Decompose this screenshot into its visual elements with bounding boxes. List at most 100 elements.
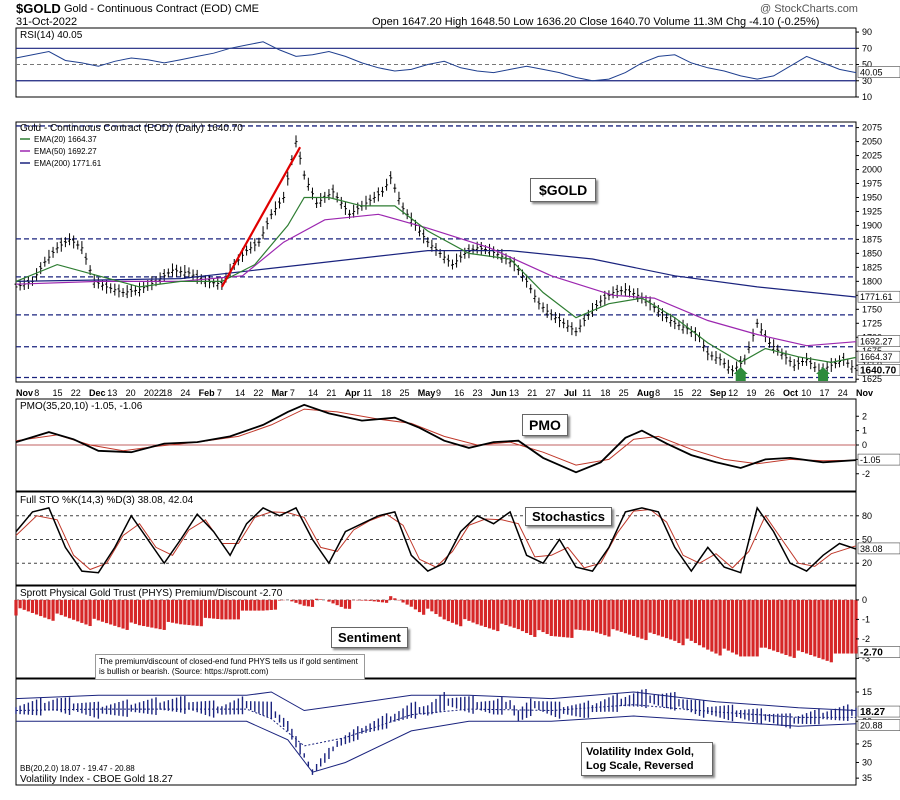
price-last-value-box xyxy=(857,364,900,376)
sentiment-bar xyxy=(520,599,525,632)
sentiment-bar xyxy=(780,599,784,654)
sentiment-bar xyxy=(446,599,450,622)
sentiment-bar xyxy=(319,599,323,600)
sentiment-bar xyxy=(249,599,253,611)
sentiment-bar xyxy=(360,599,364,601)
pmo-signal-line xyxy=(15,408,857,466)
price-panel-frame xyxy=(15,121,857,383)
sentiment-bar xyxy=(821,599,825,660)
price-x-tick: 21 xyxy=(527,388,537,398)
sentiment-bar xyxy=(290,599,294,602)
sentiment-bar xyxy=(422,599,426,615)
sentiment-bar xyxy=(43,599,47,618)
sentiment-bar xyxy=(685,599,689,639)
sentiment-bar xyxy=(121,599,125,629)
sentiment-bar xyxy=(179,599,183,625)
sentiment-bar xyxy=(88,599,92,627)
sentiment-bar xyxy=(566,599,570,638)
sentiment-bar xyxy=(80,599,84,623)
sentiment-bar xyxy=(220,599,224,620)
sentiment-bar xyxy=(829,599,833,663)
price-x-tick: 19 xyxy=(746,388,756,398)
ema200-line xyxy=(15,250,857,298)
sentiment-bar xyxy=(772,599,776,651)
sentiment-bar xyxy=(195,599,199,626)
sentiment-bar xyxy=(442,599,446,620)
sentiment-bar xyxy=(203,599,208,618)
sentiment-bar xyxy=(310,599,315,607)
sentiment-bar xyxy=(459,599,463,627)
sentiment-bar xyxy=(368,599,372,601)
sto-y-tick: 50 xyxy=(862,535,872,545)
sentiment-bar xyxy=(236,599,240,620)
sentiment-bar xyxy=(96,599,100,621)
price-x-tick: Apr xyxy=(345,388,361,398)
sentiment-y-tick: 0 xyxy=(862,595,867,605)
sentiment-y-tick: -3 xyxy=(862,653,870,663)
price-y-tick: 2025 xyxy=(862,151,882,161)
price-x-tick: 13 xyxy=(107,388,117,398)
sentiment-bar xyxy=(72,599,76,620)
sto-last-value: 38.08 xyxy=(860,544,883,554)
sentiment-bar xyxy=(166,599,170,622)
sentiment-bar xyxy=(809,599,813,655)
sentiment-bar xyxy=(804,599,809,654)
sentiment-bar xyxy=(146,599,150,627)
sentiment-bar xyxy=(191,599,195,626)
sentiment-bar xyxy=(664,599,669,639)
sentiment-bar xyxy=(277,599,282,601)
rsi-y-tick: 30 xyxy=(862,76,872,86)
sto-last-value-box xyxy=(857,542,900,555)
sentiment-bar xyxy=(389,596,393,600)
rsi-y-tick: 10 xyxy=(862,92,872,102)
rsi-last-value-box xyxy=(857,66,900,78)
sentiment-bar xyxy=(335,599,339,606)
sentiment-bar xyxy=(417,599,422,613)
price-legend-entry: EMA(20) 1664.37 xyxy=(34,135,97,144)
sentiment-bar xyxy=(549,599,553,636)
sentiment-bar xyxy=(669,599,673,640)
sentiment-bar xyxy=(475,599,479,625)
sentiment-bar xyxy=(590,599,595,632)
price-last-value-box xyxy=(857,350,900,363)
sentiment-bar xyxy=(364,599,368,601)
gold-annotation: $GOLD xyxy=(530,178,597,202)
pmo-y-tick: 0 xyxy=(862,440,867,450)
sentiment-bar xyxy=(174,599,179,624)
price-last-value-box xyxy=(857,290,900,303)
sentiment-bar xyxy=(384,599,389,603)
sentiment-bar xyxy=(244,599,249,611)
sentiment-bar xyxy=(837,599,842,654)
sentiment-bar xyxy=(84,599,88,625)
rsi-last-value: 40.05 xyxy=(860,68,883,78)
sentiment-bar xyxy=(562,599,566,638)
sentiment-bar xyxy=(776,599,780,653)
sentiment-bar xyxy=(117,599,121,628)
pmo-y-tick: -2 xyxy=(862,469,870,479)
sentiment-bar xyxy=(541,599,545,633)
sentiment-bar xyxy=(739,599,743,657)
vix-last-value: 18.27 xyxy=(860,707,885,718)
sentiment-bar xyxy=(842,599,846,654)
sentiment-bar xyxy=(125,599,129,630)
sentiment-bar xyxy=(51,599,55,621)
price-x-tick: 24 xyxy=(838,388,848,398)
sentiment-bar xyxy=(693,599,698,644)
sentiment-bar xyxy=(450,599,455,623)
price-x-tick: Nov xyxy=(856,388,873,398)
sentiment-bar xyxy=(599,599,603,634)
sentiment-bar xyxy=(574,599,578,630)
sentiment-bar xyxy=(615,599,619,631)
price-x-tick: 26 xyxy=(765,388,775,398)
sentiment-bar xyxy=(471,599,475,623)
sentiment-bar xyxy=(582,599,586,631)
sentiment-last-value: -2.70 xyxy=(860,648,883,659)
sentiment-bar xyxy=(627,599,632,635)
sentiment-bar xyxy=(150,599,154,628)
sentiment-bar xyxy=(104,599,109,624)
sentiment-bar xyxy=(273,599,278,610)
price-x-tick: 17 xyxy=(819,388,829,398)
price-legend-entry: EMA(50) 1692.27 xyxy=(34,147,97,156)
sentiment-bar xyxy=(240,599,245,611)
